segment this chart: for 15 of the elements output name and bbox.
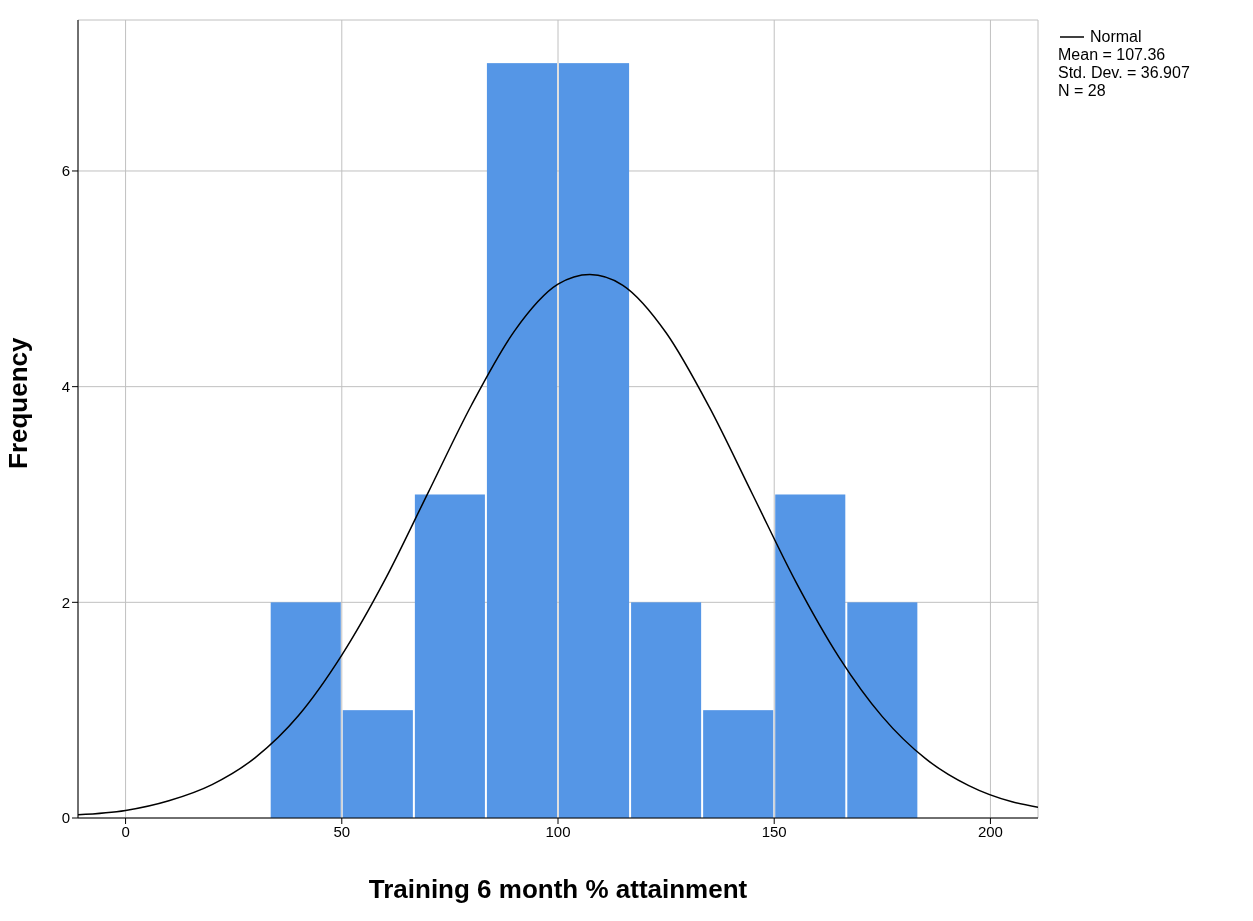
legend-label: Normal <box>1090 28 1142 46</box>
text: N = 28 <box>1058 82 1107 100</box>
x-tick-label: 200 <box>977 822 1003 840</box>
text: Mean = 107.36 <box>1058 46 1167 64</box>
y-tick-label: 6 <box>61 162 70 180</box>
x-tick-label: 150 <box>761 822 787 840</box>
y-axis-title: Frequency <box>3 336 34 469</box>
x-tick-label: 0 <box>121 822 130 840</box>
x-tick-label: 100 <box>545 822 571 840</box>
x-tick-label: 50 <box>333 822 351 840</box>
y-tick-label: 0 <box>61 809 70 827</box>
y-tick-label: 4 <box>61 377 70 395</box>
y-tick-label: 2 <box>61 593 70 611</box>
x-axis-title: Training 6 month % attainment <box>368 874 748 904</box>
text: Std. Dev. = 36.907 <box>1058 64 1191 82</box>
